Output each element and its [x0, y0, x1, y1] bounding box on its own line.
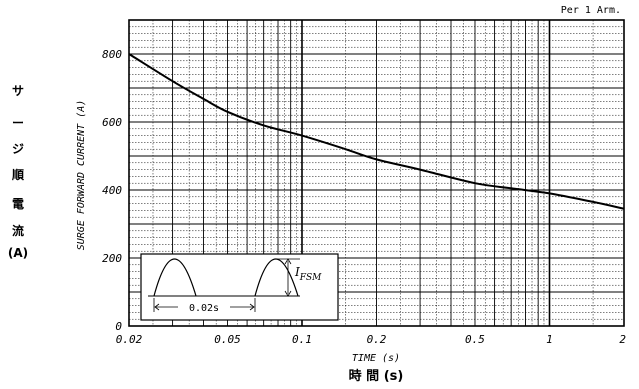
y-tick-label: 400 — [102, 184, 122, 197]
inset-pulse-1 — [153, 258, 197, 297]
y-tick-label: 200 — [102, 252, 122, 265]
y-axis-label-jp-char: (A) — [7, 246, 29, 260]
x-tick-label: 2 — [619, 333, 626, 346]
x-tick-label: 1 — [546, 333, 553, 346]
y-tick-label: 600 — [102, 116, 122, 129]
inset-period-label: 0.02s — [189, 303, 219, 314]
x-tick-labels: 0.02 0.05 0.1 0.2 0.5 1 2 — [116, 333, 627, 346]
y-axis-label-jp-char: ー — [11, 116, 24, 130]
y-axis-label: SURGE FORWARD CURRENT (A) — [76, 100, 87, 251]
series-line — [128, 53, 625, 210]
x-axis-label-jp: 時 間 (s) — [349, 368, 404, 384]
x-tick-label: 0.05 — [214, 333, 241, 346]
y-axis-label-jp-char: 電 — [11, 197, 24, 211]
y-axis-label-jp-char: 順 — [11, 168, 24, 182]
inset-ifsm-arrowheads — [284, 258, 292, 297]
inset-frame — [140, 253, 339, 321]
y-axis-label-jp-char: ジ — [11, 142, 24, 156]
x-tick-label: 0.5 — [465, 333, 485, 346]
per-arm-note: Per 1 Arm. — [561, 5, 621, 16]
inset-ifsm-label: IFSM — [294, 265, 322, 283]
inset-waveform: IFSM 0.02s — [140, 253, 339, 321]
x-tick-label: 0.1 — [292, 333, 312, 346]
y-axis-label-jp-char: サ — [11, 84, 24, 98]
inset-period-arrowheads — [154, 303, 255, 311]
x-tick-label: 0.2 — [367, 333, 387, 346]
plot-frame — [128, 19, 625, 327]
y-tick-label: 0 — [115, 320, 122, 333]
x-axis-label: TIME (s) — [352, 353, 400, 364]
x-tick-label: 0.02 — [116, 333, 143, 346]
inset-pulse-2 — [254, 258, 299, 297]
y-axis-label-jp-char: 流 — [11, 224, 24, 238]
y-tick-labels: 0 200 400 600 800 — [102, 48, 122, 333]
y-tick-label: 800 — [102, 48, 122, 61]
